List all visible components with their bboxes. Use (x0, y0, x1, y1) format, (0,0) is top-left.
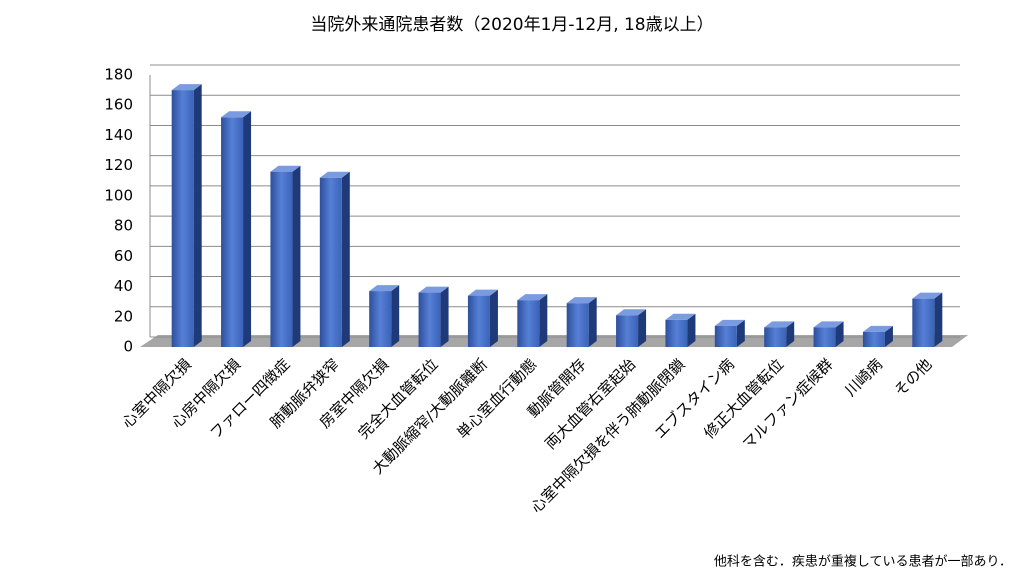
bar (566, 303, 589, 347)
footnote: 他科を含む．疾患が重複している患者が一部あり． (714, 554, 1012, 570)
bar-top (912, 292, 943, 299)
bar (665, 319, 688, 347)
x-tick-label: マルファン症候群 (739, 355, 837, 453)
bar-side (539, 294, 548, 347)
bar-side (835, 321, 844, 347)
bar-side (440, 286, 449, 347)
bar-top (566, 297, 597, 304)
bar-side (638, 309, 647, 347)
y-tick-label: 40 (114, 277, 133, 295)
bar (862, 331, 885, 347)
bar (171, 90, 194, 347)
y-tick-label: 140 (104, 126, 133, 144)
y-tick-label: 60 (114, 247, 133, 265)
bar-top (714, 319, 745, 326)
chart-title: 当院外来通院患者数（2020年1月-12月, 18歳以上） (310, 15, 713, 35)
bar-top (517, 294, 548, 301)
bar (369, 291, 392, 347)
bar-top (171, 84, 202, 91)
bar-top (221, 111, 252, 118)
bar (764, 327, 787, 347)
bar (319, 177, 342, 347)
bar-top (616, 309, 647, 316)
bar (813, 327, 836, 347)
y-tick-label: 180 (104, 66, 133, 84)
bar-top (319, 171, 350, 178)
bar-side (193, 84, 202, 347)
y-tick-label: 160 (104, 96, 133, 114)
x-tick-label: 両大血管右室起始 (541, 355, 639, 453)
bar-side (391, 285, 400, 347)
bar-side (243, 111, 252, 347)
bar (221, 117, 244, 347)
bar-top (862, 325, 893, 332)
bar (517, 300, 540, 347)
bar-top (270, 165, 301, 172)
bar-side (588, 297, 597, 347)
bar-top (764, 321, 795, 328)
bar-side (292, 165, 301, 347)
bar (912, 298, 935, 347)
bar-side (736, 319, 745, 347)
bar-top (418, 286, 449, 293)
bar-side (489, 289, 498, 347)
bar-side (934, 292, 943, 347)
bar-side (884, 325, 893, 347)
bar-side (341, 171, 350, 347)
bar-top (467, 289, 498, 296)
bar-top (813, 321, 844, 328)
bar (714, 325, 737, 347)
bar-side (687, 313, 696, 347)
y-tick-label: 0 (123, 338, 133, 356)
y-tick-label: 120 (104, 156, 133, 174)
bar (418, 292, 441, 347)
x-tick-label: その他 (891, 355, 936, 400)
bar-side (786, 321, 795, 347)
bar (467, 295, 490, 347)
bar-top (369, 285, 400, 292)
x-tick-label: 川崎病 (841, 355, 886, 400)
bar (270, 171, 293, 347)
y-tick-label: 80 (114, 217, 133, 235)
y-tick-label: 100 (104, 186, 133, 204)
bar-top (665, 313, 696, 320)
y-tick-label: 20 (114, 307, 133, 325)
bar (616, 315, 639, 347)
